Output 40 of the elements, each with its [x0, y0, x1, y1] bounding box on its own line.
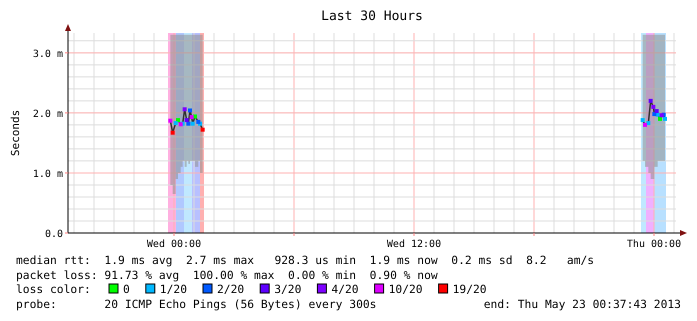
point — [176, 118, 180, 122]
legend-label: 3/20 — [274, 283, 302, 296]
legend-label: 4/20 — [331, 283, 359, 296]
point — [190, 115, 194, 120]
text: median rtt: 1.9 ms avg 2.7 ms max 928.3 us min 1.9 ms now 0.2 ms sd 8.2 am/s — [16, 254, 594, 267]
legend-label: 2/20 — [217, 283, 244, 296]
legend-label: 10/20 — [388, 283, 423, 296]
point — [182, 107, 187, 112]
legend-label: 0 — [123, 283, 130, 296]
legend-label: 1/20 — [160, 283, 188, 296]
point — [174, 121, 178, 126]
text: end: Thu May 23 00:37:43 2013 — [484, 298, 681, 311]
point — [168, 118, 172, 123]
chart-title: Last 30 Hours — [321, 9, 423, 24]
legend-label: 19/20 — [452, 283, 487, 296]
point — [663, 116, 667, 121]
point — [170, 130, 175, 135]
point — [646, 121, 650, 126]
x-tick-label: Thu 00:00 — [626, 239, 682, 250]
x-tick-label: Wed 00:00 — [146, 239, 202, 250]
legend-title: loss color: — [16, 283, 91, 296]
point — [654, 109, 659, 114]
text: probe: 20 ICMP Echo Pings (56 Bytes) every 300s — [16, 298, 376, 311]
y-axis-title: Seconds — [9, 110, 22, 156]
y-tick-label: 0.0 — [44, 229, 63, 240]
point — [658, 116, 662, 121]
point — [643, 122, 647, 127]
point — [651, 104, 656, 109]
point — [188, 108, 192, 112]
y-tick-label: 2.0 m — [32, 108, 63, 120]
point — [190, 122, 195, 126]
y-tick-label: 1.0 m — [32, 168, 63, 180]
point — [648, 98, 653, 103]
x-tick-label: Wed 12:00 — [386, 239, 442, 250]
point — [640, 118, 645, 122]
point — [184, 118, 189, 122]
point — [200, 128, 205, 132]
text: packet loss: 91.73 % avg 100.00 % max 0.00 % min 0.90 % now — [16, 269, 438, 282]
y-tick-label: 3.0 m — [32, 48, 63, 60]
point — [186, 122, 190, 126]
